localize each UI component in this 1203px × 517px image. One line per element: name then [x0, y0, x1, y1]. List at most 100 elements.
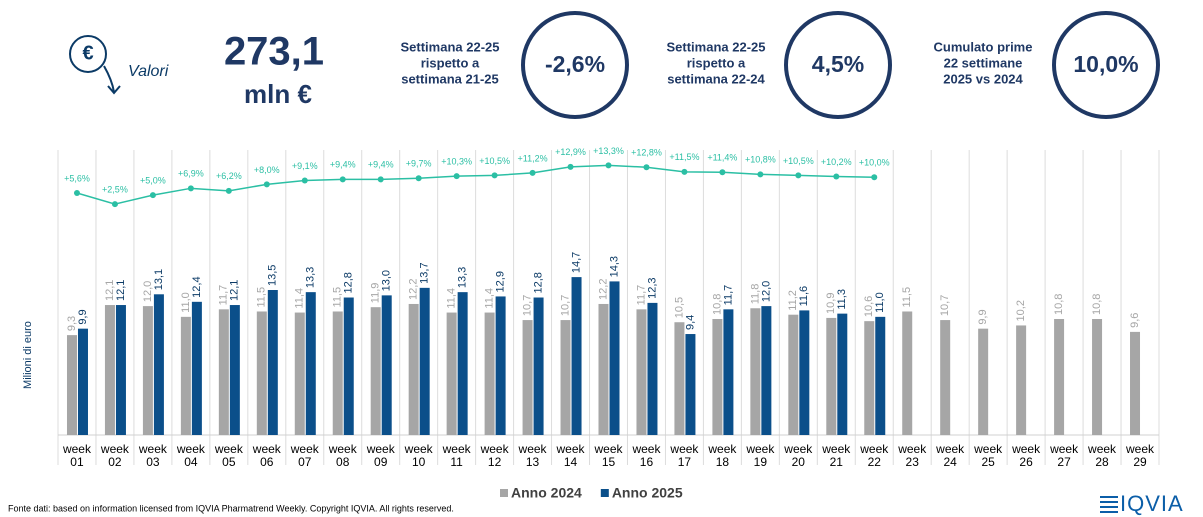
bar-value-label: 10,7: [521, 295, 533, 316]
bar-value-label: 9,9: [77, 309, 89, 324]
kpi-label: 2025 vs 2024: [943, 71, 1023, 86]
x-tick-label: week 11: [442, 442, 471, 469]
bar: [256, 311, 267, 435]
growth-point: [795, 172, 802, 179]
bar: [533, 297, 544, 435]
bar: [104, 305, 115, 435]
bar-value-label: 10,2: [1015, 300, 1027, 321]
bar-value-label: 12,1: [229, 280, 241, 301]
bar-value-label: 14,7: [570, 252, 582, 273]
bar-value-label: 13,1: [153, 269, 165, 290]
bar: [419, 287, 430, 435]
kpi-circle: [784, 11, 892, 119]
kpi-circle: [1052, 11, 1160, 119]
bar: [1016, 325, 1027, 435]
bar-value-label: 11,0: [180, 292, 192, 313]
bar-value-label: 12,3: [646, 277, 658, 298]
bar-value-label: 10,8: [1053, 294, 1065, 315]
growth-label: +12,9%: [555, 147, 586, 157]
x-tick-label: week 21: [822, 442, 851, 469]
bar: [636, 309, 647, 435]
growth-label: +5,0%: [140, 175, 166, 185]
bar: [343, 297, 354, 435]
growth-point: [871, 174, 878, 181]
growth-point: [453, 173, 460, 180]
bar: [1054, 319, 1065, 435]
bar: [522, 320, 533, 435]
x-tick-label: week 19: [746, 442, 775, 469]
growth-label: +10,8%: [745, 155, 776, 165]
bar-value-label: 11,4: [484, 288, 496, 309]
bar: [180, 316, 191, 435]
bar-value-label: 11,9: [370, 283, 382, 304]
growth-point: [149, 192, 156, 199]
legend-swatch: [500, 489, 508, 497]
total-label: Valori: [128, 63, 169, 80]
bar-value-label: 11,7: [722, 285, 734, 306]
growth-point: [73, 189, 80, 196]
bar-value-label: 9,3: [66, 316, 78, 331]
growth-label: +10,0%: [859, 158, 890, 168]
bar: [875, 316, 886, 435]
x-tick-label: week 03: [138, 442, 167, 469]
total-value: 273,1: [224, 30, 324, 74]
growth-label: +10,5%: [783, 156, 814, 166]
bar-value-label: 12,0: [142, 281, 154, 302]
growth-point: [263, 181, 270, 188]
logo-bars: [1100, 496, 1118, 513]
bar: [446, 312, 457, 435]
growth-point: [377, 176, 384, 183]
kpi-circle: [521, 11, 629, 119]
legend-label: Anno 2025: [612, 485, 683, 501]
bar-value-label: 9,6: [1129, 313, 1141, 328]
growth-label: +12,8%: [631, 148, 662, 158]
icon-symbol: €: [82, 42, 93, 64]
bar: [332, 311, 343, 435]
growth-label: +2,5%: [102, 184, 128, 194]
kpi-label: settimana 21-25: [401, 71, 499, 86]
total-unit: mln €: [244, 79, 312, 109]
bar: [902, 311, 913, 435]
growth-point: [643, 164, 650, 171]
bar: [229, 305, 240, 435]
growth-point: [567, 163, 574, 170]
source-note: Fonte dati: based on information license…: [8, 503, 454, 513]
bar: [864, 321, 875, 435]
bar: [495, 296, 506, 435]
growth-point: [225, 187, 232, 194]
icon-circle: [69, 35, 107, 73]
bar-value-label: 13,3: [305, 267, 317, 288]
bar-value-label: 10,6: [863, 296, 875, 317]
x-tick-label: week 18: [708, 442, 737, 469]
growth-point: [301, 177, 308, 184]
x-tick-label: week 04: [176, 442, 205, 469]
legend-label: Anno 2024: [511, 485, 582, 501]
growth-label: +6,2%: [216, 171, 242, 181]
growth-point: [111, 201, 118, 208]
kpi-value: -2,6%: [545, 51, 605, 77]
growth-point: [757, 171, 764, 178]
bar-value-label: 11,5: [332, 287, 344, 308]
bar-value-label: 11,0: [874, 292, 886, 313]
icon-arrow: [103, 65, 121, 95]
growth-point: [187, 185, 194, 192]
bar-value-label: 13,5: [267, 265, 279, 286]
bar-value-label: 11,5: [901, 287, 913, 308]
bar: [978, 328, 989, 435]
bar: [647, 302, 658, 435]
bar: [1092, 319, 1103, 435]
bar: [598, 303, 609, 435]
growth-label: +9,4%: [368, 160, 394, 170]
bar-value-label: 14,3: [608, 256, 620, 277]
x-tick-label: week 22: [860, 442, 889, 469]
bar: [153, 294, 164, 435]
bar-value-label: 11,6: [798, 286, 810, 307]
bar: [837, 313, 848, 435]
bar: [674, 322, 685, 435]
bar: [799, 310, 810, 435]
bar: [142, 306, 153, 435]
bar: [66, 335, 77, 435]
x-tick-label: week 23: [898, 442, 927, 469]
bar-value-label: 11,2: [787, 290, 799, 311]
